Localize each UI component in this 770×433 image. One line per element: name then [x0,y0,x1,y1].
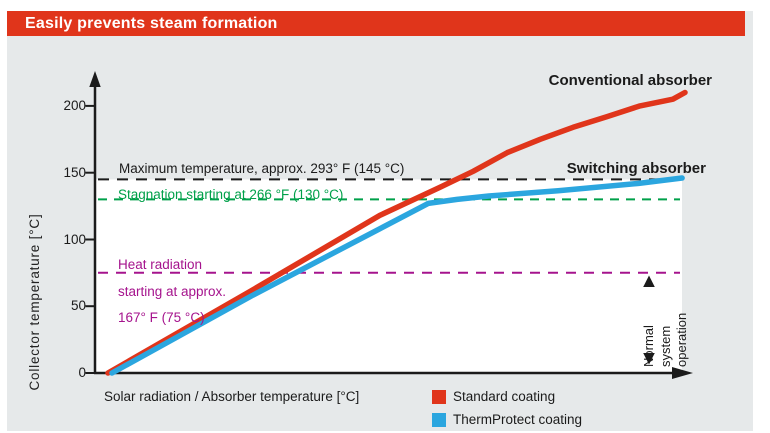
normal-operation-annotation: Normal system operation [641,291,691,367]
normal-range-down-arrow-icon [643,353,655,365]
stagnation-annotation: Stagnation starting at 266 °F (130 °C) [118,187,344,202]
max-temperature-annotation: Maximum temperature, approx. 293° F (145… [119,161,405,176]
y-tick-label: 100 [63,231,86,247]
conventional-absorber-curve [105,89,688,376]
normal-operation-line-2: system [657,325,673,367]
normal-operation-line-3: operation [674,312,689,367]
thermprotect-coating-swatch [432,413,446,427]
switching-absorber-curve [109,175,685,376]
y-axis-arrow-icon [89,71,101,87]
x-axis-title: Solar radiation / Absorber temperature [… [104,389,360,404]
figure-title: Easily prevents steam formation [25,14,278,32]
heat-radiation-line-3: 167° F (75 °C) [118,310,205,325]
heat-radiation-annotation: Heat radiation starting at approx. 167° … [118,252,226,332]
title-bar: Easily prevents steam formation [7,11,745,36]
standard-coating-label: Standard coating [453,389,556,404]
heat-radiation-line-2: starting at approx. [118,283,227,299]
normal-range-up-arrow-icon [643,275,655,287]
y-tick-label: 200 [63,97,86,113]
standard-coating-swatch [432,390,446,404]
x-axis-arrow-icon [672,367,693,379]
normal-operation-line-1: Normal [641,325,656,367]
legend-item-thermprotect-coating: ThermProtect coating [432,411,582,428]
y-tick-label: 50 [70,298,86,314]
thermprotect-coating-label: ThermProtect coating [453,412,583,427]
y-axis-title: Collector temperature [°C] [27,213,42,391]
conventional-absorber-label: Conventional absorber [548,72,712,89]
switching-absorber-label: Switching absorber [566,160,706,177]
y-tick-label: 0 [78,365,86,380]
legend-item-standard-coating: Standard coating [432,388,555,405]
y-tick-label: 150 [63,164,86,180]
heat-radiation-line-1: Heat radiation [118,257,203,272]
